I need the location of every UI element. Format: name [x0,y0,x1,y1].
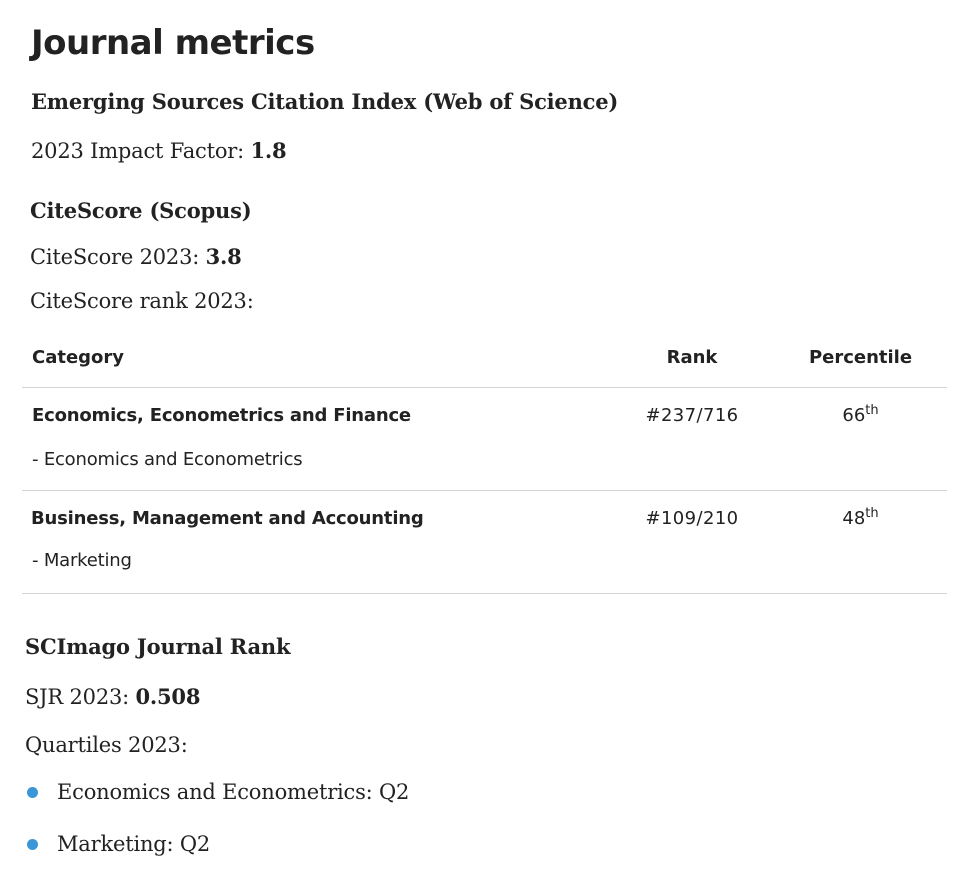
row-percentile-suffix: th [865,506,879,521]
list-item: Economics and Econometrics: Q2 [24,776,409,828]
impact-factor-value: 1.8 [250,138,287,163]
citescore-value-line: CiteScore 2023: 3.8 [30,243,242,271]
header-rank: Rank [666,347,718,368]
row-percentile-suffix: th [865,403,879,418]
sjr-value: 0.508 [135,684,201,709]
row-percentile: 48th [792,506,929,529]
row-rank: #237/716 [645,405,739,426]
quartiles-list: Economics and Econometrics: Q2 Marketing… [24,776,409,880]
table-row: Economics, Econometrics and Finance - Ec… [22,388,947,491]
bullet-dot-icon [27,839,38,850]
quartile-text: Economics and Econometrics: Q2 [57,780,410,804]
sjr-line: SJR 2023: 0.508 [25,683,200,711]
quartile-text: Marketing: Q2 [57,832,211,856]
row-percentile: 66th [792,403,929,426]
citescore-value: 3.8 [205,244,242,269]
citescore-heading: CiteScore (Scopus) [30,198,252,223]
bullet-dot-icon [27,787,38,798]
row-percentile-value: 48 [842,508,866,529]
table-header: Category Rank Percentile [22,334,947,388]
header-percentile: Percentile [808,347,913,368]
row-percentile-value: 66 [842,405,866,426]
sjr-label: SJR 2023: [25,685,136,709]
row-subcategory: - Marketing [32,550,132,571]
scimago-heading: SCImago Journal Rank [25,634,291,659]
header-category: Category [32,347,125,368]
quartiles-label: Quartiles 2023: [25,733,188,757]
citescore-rank-table: Category Rank Percentile Economics, Econ… [22,334,947,594]
impact-factor: 2023 Impact Factor: 1.8 [31,137,287,165]
row-category: Economics, Econometrics and Finance [32,405,411,426]
impact-factor-label: 2023 Impact Factor: [31,139,251,163]
table-row: Business, Management and Accounting - Ma… [22,491,947,594]
row-rank: #109/210 [645,508,739,529]
list-item: Marketing: Q2 [24,828,409,880]
esci-heading: Emerging Sources Citation Index (Web of … [31,89,619,114]
row-category: Business, Management and Accounting [31,508,424,529]
row-subcategory: - Economics and Econometrics [32,449,303,470]
citescore-rank-label: CiteScore rank 2023: [30,289,254,313]
page-title: Journal metrics [31,23,315,63]
citescore-label: CiteScore 2023: [30,245,206,269]
